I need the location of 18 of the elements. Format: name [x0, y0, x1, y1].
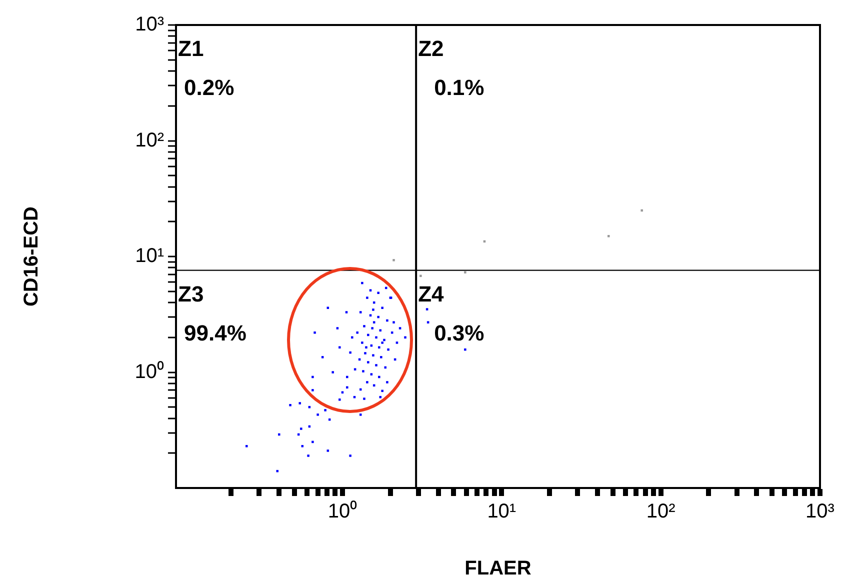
y-axis-title: CD16-ECD — [20, 206, 43, 307]
x-tick-label: 10¹ — [487, 500, 516, 523]
y-tick-label: 10⁰ — [134, 360, 164, 383]
annotation: Z2 — [418, 36, 444, 62]
annotation: 0.3% — [434, 320, 484, 346]
x-tick-label: 10⁰ — [328, 500, 358, 523]
y-tick-label: 10³ — [135, 14, 164, 36]
x-tick-label: 10³ — [806, 500, 835, 523]
annotation: Z1 — [178, 36, 204, 62]
y-tick-label: 10² — [135, 129, 164, 152]
x-tick-label: 10² — [646, 500, 676, 523]
annotation: Z4 — [418, 281, 445, 306]
annotation: Z3 — [178, 281, 204, 306]
x-axis-title: FLAER — [464, 558, 532, 580]
annotation: 0.2% — [184, 75, 234, 100]
y-tick-label: 10¹ — [135, 245, 164, 268]
annotation: 0.1% — [434, 75, 484, 100]
annotation: 99.4% — [184, 320, 246, 346]
